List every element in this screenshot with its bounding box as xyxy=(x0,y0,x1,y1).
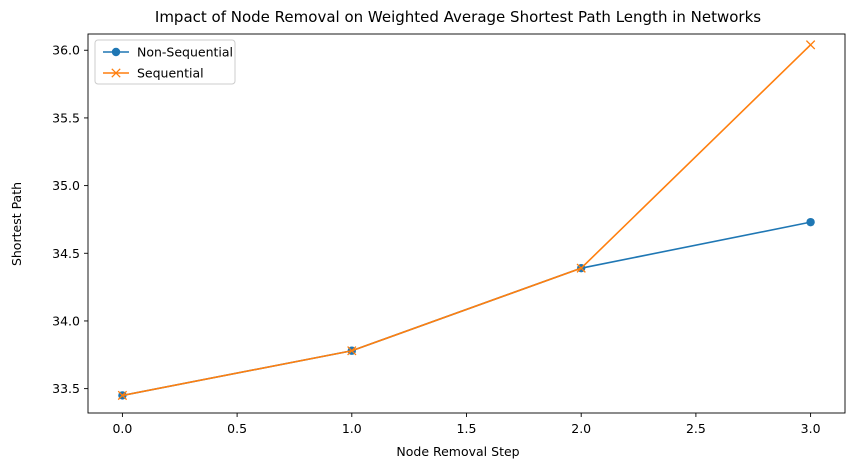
x-axis-label: Node Removal Step xyxy=(396,444,519,459)
data-point xyxy=(117,390,128,401)
x-tick-label: 1.5 xyxy=(457,421,477,436)
x-tick-label: 2.5 xyxy=(686,421,706,436)
x-tick-label: 0.0 xyxy=(112,421,132,436)
series-sequential xyxy=(117,40,816,401)
legend-box xyxy=(94,39,236,85)
data-point xyxy=(347,346,357,356)
data-point xyxy=(576,263,586,273)
legend-marker xyxy=(111,68,121,78)
y-axis-label: Shortest Path xyxy=(9,182,24,266)
x-tick-label: 2.0 xyxy=(571,421,591,436)
data-point xyxy=(806,217,815,227)
plot-frame xyxy=(87,33,846,414)
x-tick-label: 0.5 xyxy=(227,421,247,436)
legend: Non-Sequential Sequential xyxy=(94,39,236,85)
y-tick-label: 36.0 xyxy=(52,43,80,58)
x-tick-label: 3.0 xyxy=(801,421,821,436)
y-tick-label: 35.5 xyxy=(52,110,80,125)
data-point xyxy=(805,40,816,50)
legend-label: Non-Sequential xyxy=(137,45,233,60)
y-tick-label: 34.0 xyxy=(52,313,80,328)
chart-title: Impact of Node Removal on Weighted Avera… xyxy=(155,8,761,26)
legend-label: Sequential xyxy=(137,66,204,81)
legend-marker xyxy=(111,47,121,57)
y-tick-label: 33.5 xyxy=(52,381,80,396)
x-tick-label: 1.0 xyxy=(342,421,362,436)
y-tick-label: 34.5 xyxy=(52,246,80,261)
y-tick-label: 35.0 xyxy=(52,178,80,193)
series-line xyxy=(122,44,812,397)
